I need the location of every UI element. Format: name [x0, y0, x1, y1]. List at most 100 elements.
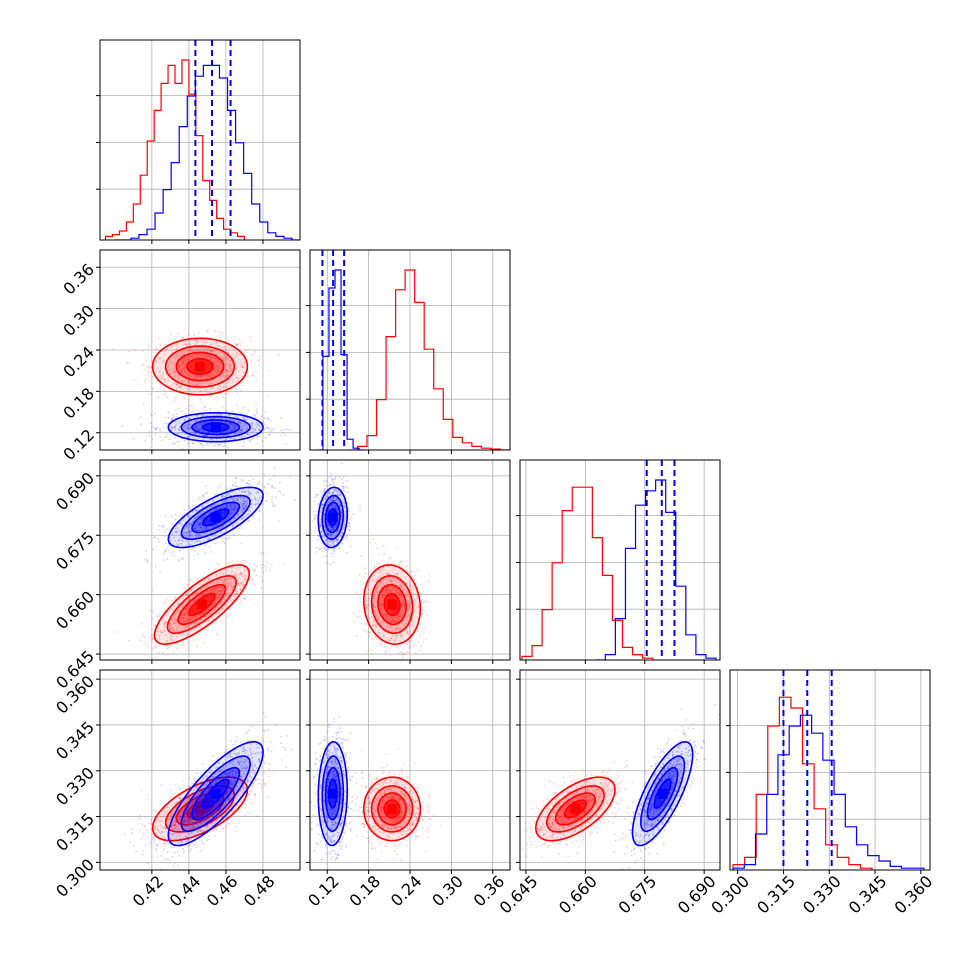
scatter-point — [181, 381, 184, 384]
scatter-point — [213, 508, 216, 511]
scatter-point — [211, 420, 213, 423]
scatter-point — [234, 485, 237, 488]
scatter-point — [427, 581, 429, 583]
scatter-point — [197, 340, 200, 343]
scatter-point — [239, 429, 242, 432]
scatter-point — [243, 440, 245, 443]
scatter-point — [230, 423, 233, 426]
scatter-point — [261, 579, 264, 582]
scatter-point — [238, 370, 241, 373]
scatter-point — [203, 579, 206, 582]
scatter-point — [235, 485, 238, 488]
scatter-point — [255, 379, 258, 382]
scatter-point — [400, 651, 403, 654]
scatter-point — [242, 507, 244, 510]
scatter-point — [234, 481, 237, 484]
scatter-point — [271, 501, 273, 504]
scatter-point — [214, 398, 217, 401]
scatter-point — [251, 427, 254, 430]
scatter-point — [195, 387, 198, 390]
scatter-point — [207, 421, 210, 423]
scatter-point — [212, 444, 215, 447]
scatter-point — [216, 372, 218, 374]
scatter-point — [196, 578, 199, 581]
scatter-point — [221, 586, 224, 589]
scatter-point — [349, 525, 352, 528]
scatter-point — [386, 672, 388, 674]
scatter-point — [359, 596, 361, 599]
scatter-point — [194, 616, 197, 619]
scatter-point — [190, 354, 193, 357]
scatter-point — [218, 595, 221, 597]
scatter-point — [183, 366, 185, 369]
scatter-point — [265, 569, 267, 572]
scatter-point — [179, 354, 182, 357]
scatter-point — [196, 514, 198, 517]
scatter-point — [228, 394, 231, 396]
scatter-point — [315, 551, 318, 553]
scatter-point — [198, 428, 201, 431]
scatter-point — [173, 426, 176, 428]
scatter-point — [420, 645, 422, 647]
scatter-point — [181, 557, 184, 560]
scatter-point — [254, 416, 256, 418]
scatter-point — [184, 358, 187, 360]
scatter-point — [200, 612, 203, 615]
scatter-point — [254, 428, 257, 430]
scatter-point — [229, 584, 232, 587]
scatter-point — [209, 408, 211, 410]
scatter-point — [204, 616, 206, 618]
scatter-point — [185, 607, 188, 609]
scatter-point — [190, 548, 193, 551]
scatter-point — [191, 520, 194, 523]
scatter-point — [222, 375, 224, 378]
scatter-point — [200, 401, 203, 404]
scatter-point — [380, 644, 382, 647]
scatter-point — [230, 585, 233, 587]
scatter-point — [239, 353, 242, 355]
scatter-point — [171, 599, 173, 602]
scatter-point — [181, 361, 184, 364]
scatter-point — [212, 420, 214, 423]
scatter-point — [195, 384, 198, 386]
scatter-point — [252, 436, 255, 439]
scatter-point — [220, 414, 223, 417]
scatter-point — [221, 356, 224, 359]
scatter-point — [174, 424, 177, 427]
scatter-point — [242, 583, 245, 586]
scatter-point — [228, 424, 231, 427]
scatter-point — [229, 422, 231, 424]
scatter-point — [154, 648, 156, 650]
scatter-point — [177, 332, 180, 335]
scatter-point — [195, 516, 197, 519]
scatter-point — [397, 563, 400, 566]
scatter-point — [397, 652, 399, 655]
scatter-point — [220, 582, 222, 585]
scatter-point — [189, 604, 192, 607]
scatter-point — [161, 362, 164, 364]
scatter-point — [186, 425, 189, 427]
scatter-point — [241, 434, 243, 437]
scatter-point — [164, 549, 167, 552]
scatter-point — [230, 422, 232, 425]
scatter-point — [196, 645, 198, 648]
scatter-point — [223, 354, 226, 357]
scatter-point — [221, 586, 223, 588]
scatter-point — [243, 422, 245, 425]
scatter-point — [141, 632, 144, 635]
scatter-point — [233, 505, 236, 508]
scatter-point — [181, 361, 184, 364]
scatter-point — [234, 335, 236, 338]
scatter-point — [171, 628, 174, 631]
scatter-point — [267, 483, 270, 486]
scatter-point — [181, 616, 184, 619]
scatter-point — [153, 361, 156, 363]
scatter-point — [238, 435, 241, 438]
scatter-point — [374, 567, 377, 569]
scatter-point — [223, 599, 226, 602]
scatter-point — [421, 613, 423, 616]
scatter-point — [200, 618, 203, 621]
scatter-point — [227, 506, 230, 509]
scatter-point — [390, 562, 393, 565]
scatter-point — [143, 558, 146, 561]
